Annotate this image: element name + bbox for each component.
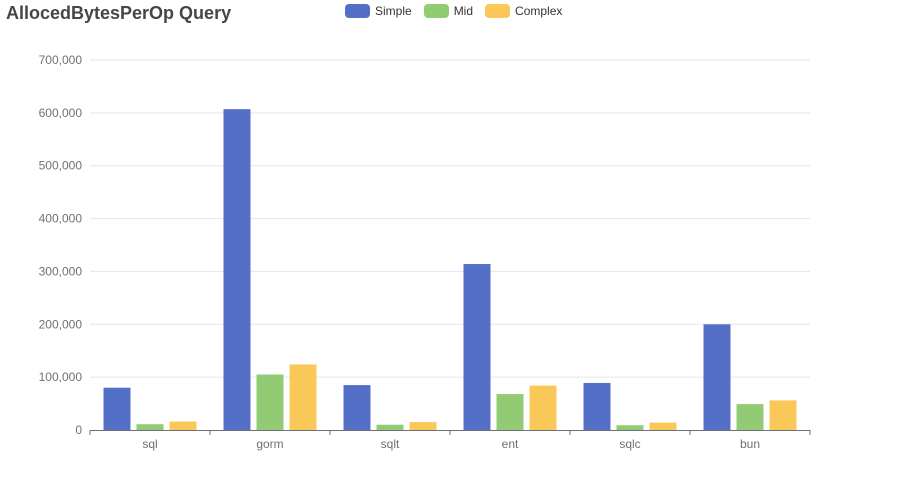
x-tick-label: sqlt — [381, 437, 400, 451]
y-tick-label: 100,000 — [39, 370, 83, 384]
legend-item-complex[interactable]: Complex — [485, 4, 562, 18]
bar-complex-sqlc — [649, 422, 677, 430]
x-tick-label: sqlc — [619, 437, 640, 451]
chart-title: AllocedBytesPerOp Query — [6, 3, 232, 23]
bar-mid-sql — [136, 424, 164, 430]
y-tick-label: 700,000 — [39, 53, 83, 67]
bar-mid-sqlt — [376, 424, 404, 430]
bar-mid-gorm — [256, 374, 284, 430]
y-tick-label: 600,000 — [39, 106, 83, 120]
legend-label-mid: Mid — [453, 4, 474, 18]
legend-label-simple: Simple — [375, 4, 412, 18]
bar-simple-gorm — [223, 109, 251, 431]
legend-item-mid[interactable]: Mid — [423, 4, 474, 18]
bar-simple-sqlt — [343, 385, 371, 430]
y-tick-label: 400,000 — [39, 212, 83, 226]
legend-swatch-simple — [345, 4, 370, 18]
bar-mid-ent — [496, 394, 524, 430]
legend-label-complex: Complex — [515, 4, 563, 18]
y-tick-label: 0 — [75, 423, 82, 437]
y-tick-label: 500,000 — [39, 159, 83, 173]
bar-complex-ent — [529, 385, 557, 430]
bar-simple-sql — [103, 387, 131, 430]
x-tick-label: bun — [740, 437, 760, 451]
bar-mid-bun — [736, 404, 764, 430]
bar-simple-sqlc — [583, 382, 611, 430]
bar-simple-bun — [703, 324, 731, 430]
x-tick-label: gorm — [256, 437, 283, 451]
y-tick-label: 300,000 — [39, 264, 83, 278]
x-tick-label: sql — [142, 437, 157, 451]
bar-mid-sqlc — [616, 425, 644, 430]
bar-complex-gorm — [289, 364, 317, 430]
bar-simple-ent — [463, 264, 491, 430]
x-tick-label: ent — [502, 437, 519, 451]
y-tick-label: 200,000 — [39, 317, 83, 331]
legend: Simple Mid Complex — [345, 4, 562, 18]
bar-complex-bun — [769, 400, 797, 430]
bar-complex-sqlt — [409, 422, 437, 430]
legend-swatch-complex — [485, 4, 511, 18]
bar-complex-sql — [169, 421, 197, 430]
legend-swatch-mid — [423, 4, 449, 18]
legend-item-simple[interactable]: Simple — [345, 4, 412, 18]
